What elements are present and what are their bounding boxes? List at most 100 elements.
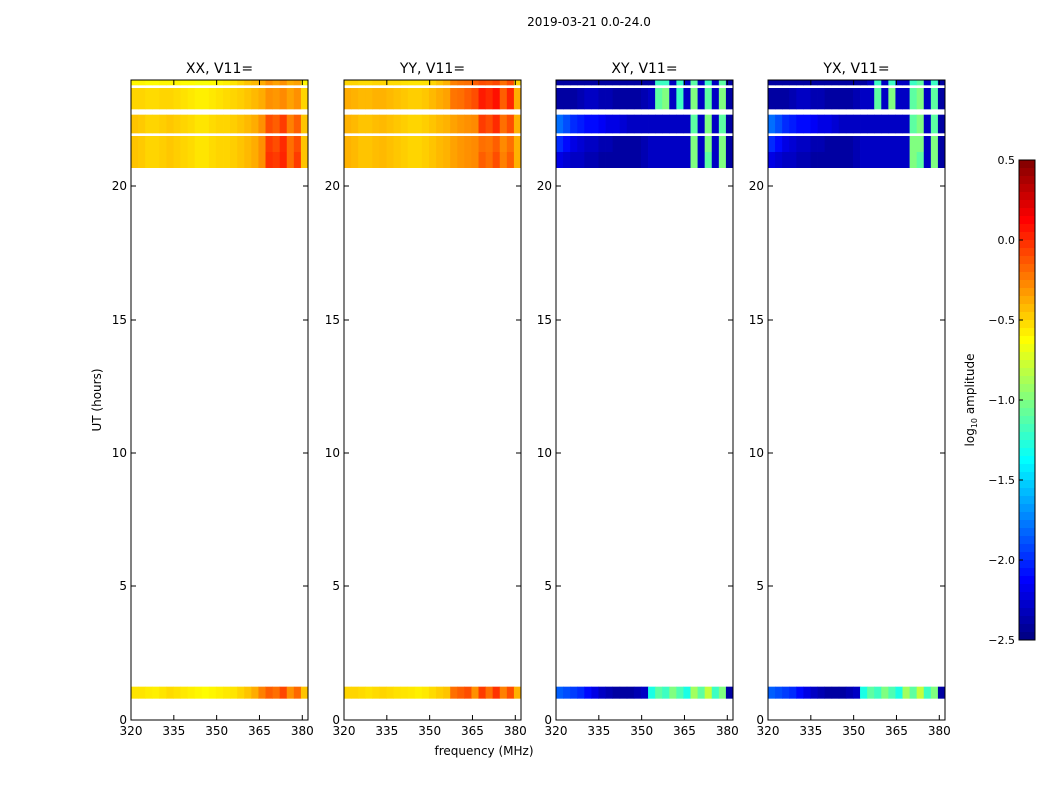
heatmap-cell	[930, 88, 939, 110]
colorbar-segment	[1019, 352, 1035, 361]
heatmap-cell	[838, 136, 847, 152]
heatmap-cell	[272, 136, 281, 152]
heatmap-cell	[215, 80, 224, 86]
heatmap-cell	[697, 136, 706, 152]
heatmap-cell	[152, 80, 160, 86]
heatmap-cell	[223, 152, 231, 168]
heatmap-cell	[344, 136, 352, 152]
heatmap-cell	[902, 88, 910, 110]
heatmap-cell	[867, 136, 875, 152]
panel-3: 320 335 350 365 380 0 5 10 15 20 YX, V11=	[749, 61, 951, 738]
heatmap-cell	[648, 114, 656, 134]
heatmap-cell	[428, 88, 437, 110]
heatmap-cell	[796, 152, 804, 168]
heatmap-cell	[556, 114, 564, 134]
colorbar-segment	[1019, 312, 1035, 321]
heatmap-cell	[187, 88, 196, 110]
heatmap-cell	[683, 80, 691, 86]
heatmap-cell	[166, 88, 174, 110]
heatmap-cell	[372, 80, 380, 86]
heatmap-cell	[888, 152, 896, 168]
colorbar-segment	[1019, 240, 1035, 249]
heatmap-cell	[152, 686, 160, 699]
heatmap-cell	[704, 80, 713, 86]
heatmap-cell	[817, 152, 826, 168]
heatmap-cell	[852, 80, 861, 86]
heatmap-cell	[506, 686, 515, 699]
heatmap-cell	[591, 80, 599, 86]
heatmap-cell	[662, 80, 670, 86]
heatmap-cell	[584, 136, 592, 152]
heatmap-cell	[265, 686, 273, 699]
heatmap-cell	[817, 88, 826, 110]
heatmap-cell	[874, 686, 882, 699]
x-tick-label: 320	[120, 724, 143, 738]
heatmap-cell	[824, 152, 833, 168]
colorbar-segment	[1019, 632, 1035, 641]
heatmap-cell	[499, 686, 508, 699]
heatmap-cell	[619, 686, 628, 699]
colorbar-segment	[1019, 472, 1035, 481]
heatmap-cell	[577, 88, 585, 110]
heatmap-cell	[293, 80, 302, 86]
heatmap-cell	[365, 136, 373, 152]
heatmap-cell	[937, 88, 946, 110]
heatmap-cell	[690, 136, 698, 152]
heatmap-cell	[237, 114, 245, 134]
panel-frame	[130, 79, 309, 721]
heatmap-cell	[881, 136, 889, 152]
heatmap-cell	[464, 114, 472, 134]
heatmap-cell	[775, 686, 783, 699]
colorbar-tick-label: 0.0	[998, 234, 1016, 247]
heatmap-cell	[605, 686, 614, 699]
y-tick-label: 10	[325, 446, 340, 460]
heatmap-cell	[782, 80, 790, 86]
colorbar-tick-label: −2.5	[988, 634, 1015, 647]
heatmap-cell	[152, 136, 160, 152]
heatmap-cell	[584, 80, 592, 86]
colorbar-label-sub: 10	[970, 418, 979, 428]
heatmap-cell	[718, 80, 727, 86]
colorbar-segment	[1019, 528, 1035, 537]
heatmap-cell	[344, 152, 352, 168]
heatmap-cell	[187, 686, 196, 699]
heatmap-cell	[237, 80, 245, 86]
heatmap-cell	[669, 152, 677, 168]
heatmap-cell	[612, 152, 621, 168]
heatmap-cell	[817, 80, 826, 86]
heatmap-cell	[201, 152, 210, 168]
heatmap-cell	[662, 114, 670, 134]
heatmap-cell	[874, 152, 882, 168]
heatmap-cell	[888, 114, 896, 134]
heatmap-cell	[824, 114, 833, 134]
heatmap-cell	[895, 686, 903, 699]
heatmap-cell	[208, 80, 217, 86]
heatmap-cell	[648, 88, 656, 110]
heatmap-cell	[782, 136, 790, 152]
heatmap-cell	[400, 136, 409, 152]
heatmap-cell	[344, 114, 352, 134]
heatmap-cell	[570, 152, 578, 168]
colorbar-segment	[1019, 568, 1035, 577]
colorbar-label: log10 amplitude	[963, 354, 979, 447]
heatmap-cell	[471, 152, 479, 168]
heatmap-cell	[796, 686, 804, 699]
heatmap-cell	[860, 80, 868, 86]
heatmap-cell	[300, 88, 309, 110]
heatmap-cell	[867, 686, 875, 699]
heatmap-cell	[138, 80, 146, 86]
heatmap-cell	[372, 136, 380, 152]
heatmap-cell	[187, 136, 196, 152]
heatmap-cell	[358, 152, 366, 168]
heatmap-cell	[923, 136, 932, 152]
heatmap-cell	[499, 88, 508, 110]
heatmap-cell	[400, 88, 409, 110]
heatmap-cell	[874, 80, 882, 86]
heatmap-cell	[499, 152, 508, 168]
heatmap-cell	[286, 136, 295, 152]
heatmap-cell	[237, 136, 245, 152]
heatmap-cell	[619, 88, 628, 110]
heatmap-cell	[881, 152, 889, 168]
heatmap-cell	[556, 686, 564, 699]
heatmap-cell	[655, 136, 663, 152]
